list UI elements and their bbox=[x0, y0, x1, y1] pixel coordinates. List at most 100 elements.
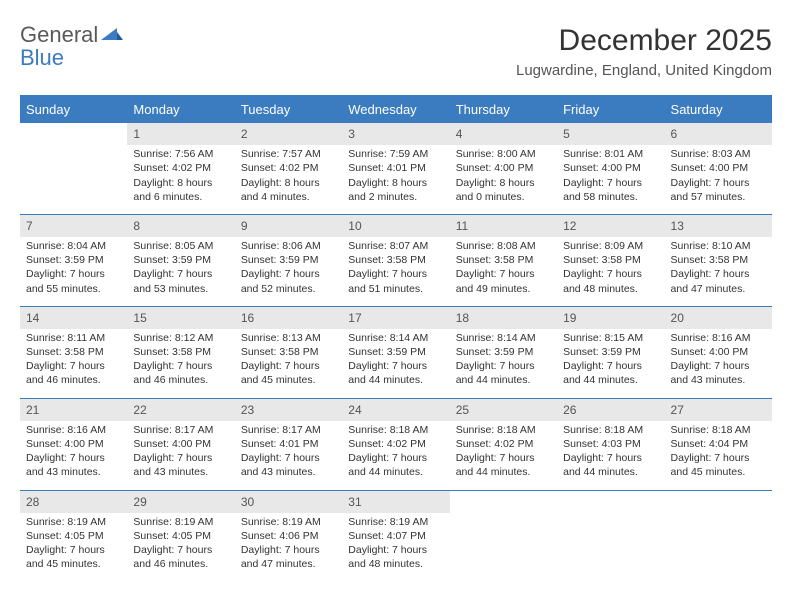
day-number: 26 bbox=[557, 399, 664, 421]
day-number: 13 bbox=[665, 215, 772, 237]
calendar-cell: 11Sunrise: 8:08 AMSunset: 3:58 PMDayligh… bbox=[450, 214, 557, 306]
calendar-cell: 2Sunrise: 7:57 AMSunset: 4:02 PMDaylight… bbox=[235, 123, 342, 215]
day-details: Sunrise: 8:00 AMSunset: 4:00 PMDaylight:… bbox=[450, 145, 557, 214]
day-details: Sunrise: 8:18 AMSunset: 4:04 PMDaylight:… bbox=[665, 421, 772, 490]
sunset-line: Sunset: 4:00 PM bbox=[26, 437, 121, 451]
day-details: Sunrise: 8:07 AMSunset: 3:58 PMDaylight:… bbox=[342, 237, 449, 306]
sunrise-line: Sunrise: 8:18 AM bbox=[671, 423, 766, 437]
daylight-line: Daylight: 7 hours and 44 minutes. bbox=[456, 359, 551, 387]
sunrise-line: Sunrise: 8:18 AM bbox=[456, 423, 551, 437]
calendar-table: SundayMondayTuesdayWednesdayThursdayFrid… bbox=[20, 95, 772, 581]
sunrise-line: Sunrise: 8:11 AM bbox=[26, 331, 121, 345]
calendar-cell: 17Sunrise: 8:14 AMSunset: 3:59 PMDayligh… bbox=[342, 306, 449, 398]
daylight-line: Daylight: 7 hours and 45 minutes. bbox=[26, 543, 121, 571]
daylight-line: Daylight: 7 hours and 52 minutes. bbox=[241, 267, 336, 295]
daylight-line: Daylight: 7 hours and 49 minutes. bbox=[456, 267, 551, 295]
daylight-line: Daylight: 7 hours and 48 minutes. bbox=[563, 267, 658, 295]
sunset-line: Sunset: 3:59 PM bbox=[26, 253, 121, 267]
sunset-line: Sunset: 3:58 PM bbox=[26, 345, 121, 359]
day-number: 5 bbox=[557, 123, 664, 145]
day-number: 19 bbox=[557, 307, 664, 329]
day-number: 30 bbox=[235, 491, 342, 513]
daylight-line: Daylight: 7 hours and 47 minutes. bbox=[671, 267, 766, 295]
sunset-line: Sunset: 4:02 PM bbox=[348, 437, 443, 451]
day-number: 7 bbox=[20, 215, 127, 237]
daylight-line: Daylight: 8 hours and 0 minutes. bbox=[456, 176, 551, 204]
sunrise-line: Sunrise: 8:03 AM bbox=[671, 147, 766, 161]
sunset-line: Sunset: 4:05 PM bbox=[26, 529, 121, 543]
calendar-row: 14Sunrise: 8:11 AMSunset: 3:58 PMDayligh… bbox=[20, 306, 772, 398]
sunrise-line: Sunrise: 8:06 AM bbox=[241, 239, 336, 253]
sunrise-line: Sunrise: 7:57 AM bbox=[241, 147, 336, 161]
sunset-line: Sunset: 3:59 PM bbox=[348, 345, 443, 359]
day-details: Sunrise: 8:14 AMSunset: 3:59 PMDaylight:… bbox=[342, 329, 449, 398]
daylight-line: Daylight: 7 hours and 43 minutes. bbox=[26, 451, 121, 479]
calendar-cell: 23Sunrise: 8:17 AMSunset: 4:01 PMDayligh… bbox=[235, 398, 342, 490]
daylight-line: Daylight: 7 hours and 45 minutes. bbox=[241, 359, 336, 387]
daylight-line: Daylight: 7 hours and 46 minutes. bbox=[133, 359, 228, 387]
calendar-cell: 10Sunrise: 8:07 AMSunset: 3:58 PMDayligh… bbox=[342, 214, 449, 306]
day-number: 28 bbox=[20, 491, 127, 513]
sunrise-line: Sunrise: 8:00 AM bbox=[456, 147, 551, 161]
day-details: Sunrise: 8:09 AMSunset: 3:58 PMDaylight:… bbox=[557, 237, 664, 306]
daylight-line: Daylight: 8 hours and 4 minutes. bbox=[241, 176, 336, 204]
day-number: 27 bbox=[665, 399, 772, 421]
sunset-line: Sunset: 3:58 PM bbox=[456, 253, 551, 267]
daylight-line: Daylight: 7 hours and 57 minutes. bbox=[671, 176, 766, 204]
sunrise-line: Sunrise: 8:08 AM bbox=[456, 239, 551, 253]
logo-word2: Blue bbox=[20, 45, 64, 70]
daylight-line: Daylight: 7 hours and 44 minutes. bbox=[348, 359, 443, 387]
day-details: Sunrise: 8:08 AMSunset: 3:58 PMDaylight:… bbox=[450, 237, 557, 306]
sunset-line: Sunset: 4:00 PM bbox=[456, 161, 551, 175]
calendar-cell: 9Sunrise: 8:06 AMSunset: 3:59 PMDaylight… bbox=[235, 214, 342, 306]
calendar-cell: 12Sunrise: 8:09 AMSunset: 3:58 PMDayligh… bbox=[557, 214, 664, 306]
sunrise-line: Sunrise: 8:17 AM bbox=[241, 423, 336, 437]
day-number: 24 bbox=[342, 399, 449, 421]
day-number: 2 bbox=[235, 123, 342, 145]
page-subtitle: Lugwardine, England, United Kingdom bbox=[516, 62, 772, 79]
day-details: Sunrise: 8:01 AMSunset: 4:00 PMDaylight:… bbox=[557, 145, 664, 214]
sunrise-line: Sunrise: 8:14 AM bbox=[456, 331, 551, 345]
sunrise-line: Sunrise: 8:16 AM bbox=[26, 423, 121, 437]
header: General Blue December 2025 Lugwardine, E… bbox=[20, 24, 772, 81]
sunset-line: Sunset: 3:59 PM bbox=[456, 345, 551, 359]
daylight-line: Daylight: 7 hours and 58 minutes. bbox=[563, 176, 658, 204]
day-details: Sunrise: 8:19 AMSunset: 4:05 PMDaylight:… bbox=[127, 513, 234, 582]
sunrise-line: Sunrise: 8:13 AM bbox=[241, 331, 336, 345]
sunrise-line: Sunrise: 8:18 AM bbox=[563, 423, 658, 437]
day-number: 17 bbox=[342, 307, 449, 329]
daylight-line: Daylight: 7 hours and 47 minutes. bbox=[241, 543, 336, 571]
calendar-cell: 27Sunrise: 8:18 AMSunset: 4:04 PMDayligh… bbox=[665, 398, 772, 490]
daylight-line: Daylight: 7 hours and 46 minutes. bbox=[133, 543, 228, 571]
day-number: 10 bbox=[342, 215, 449, 237]
sunrise-line: Sunrise: 7:56 AM bbox=[133, 147, 228, 161]
day-number: 12 bbox=[557, 215, 664, 237]
day-details: Sunrise: 8:13 AMSunset: 3:58 PMDaylight:… bbox=[235, 329, 342, 398]
day-number: 16 bbox=[235, 307, 342, 329]
sunset-line: Sunset: 3:58 PM bbox=[348, 253, 443, 267]
day-number: 3 bbox=[342, 123, 449, 145]
calendar-cell: 18Sunrise: 8:14 AMSunset: 3:59 PMDayligh… bbox=[450, 306, 557, 398]
day-details: Sunrise: 8:18 AMSunset: 4:02 PMDaylight:… bbox=[342, 421, 449, 490]
weekday-header: Tuesday bbox=[235, 96, 342, 123]
calendar-cell: 8Sunrise: 8:05 AMSunset: 3:59 PMDaylight… bbox=[127, 214, 234, 306]
calendar-cell bbox=[20, 123, 127, 215]
sunrise-line: Sunrise: 8:05 AM bbox=[133, 239, 228, 253]
daylight-line: Daylight: 8 hours and 6 minutes. bbox=[133, 176, 228, 204]
day-details: Sunrise: 8:14 AMSunset: 3:59 PMDaylight:… bbox=[450, 329, 557, 398]
day-details: Sunrise: 8:06 AMSunset: 3:59 PMDaylight:… bbox=[235, 237, 342, 306]
calendar-cell bbox=[665, 490, 772, 581]
weekday-header: Thursday bbox=[450, 96, 557, 123]
calendar-cell: 31Sunrise: 8:19 AMSunset: 4:07 PMDayligh… bbox=[342, 490, 449, 581]
sunrise-line: Sunrise: 8:19 AM bbox=[133, 515, 228, 529]
weekday-header: Wednesday bbox=[342, 96, 449, 123]
day-number: 21 bbox=[20, 399, 127, 421]
sunset-line: Sunset: 3:59 PM bbox=[133, 253, 228, 267]
daylight-line: Daylight: 7 hours and 51 minutes. bbox=[348, 267, 443, 295]
sunrise-line: Sunrise: 7:59 AM bbox=[348, 147, 443, 161]
sunrise-line: Sunrise: 8:19 AM bbox=[241, 515, 336, 529]
sunset-line: Sunset: 4:07 PM bbox=[348, 529, 443, 543]
daylight-line: Daylight: 7 hours and 43 minutes. bbox=[241, 451, 336, 479]
weekday-header-row: SundayMondayTuesdayWednesdayThursdayFrid… bbox=[20, 96, 772, 123]
calendar-cell bbox=[557, 490, 664, 581]
